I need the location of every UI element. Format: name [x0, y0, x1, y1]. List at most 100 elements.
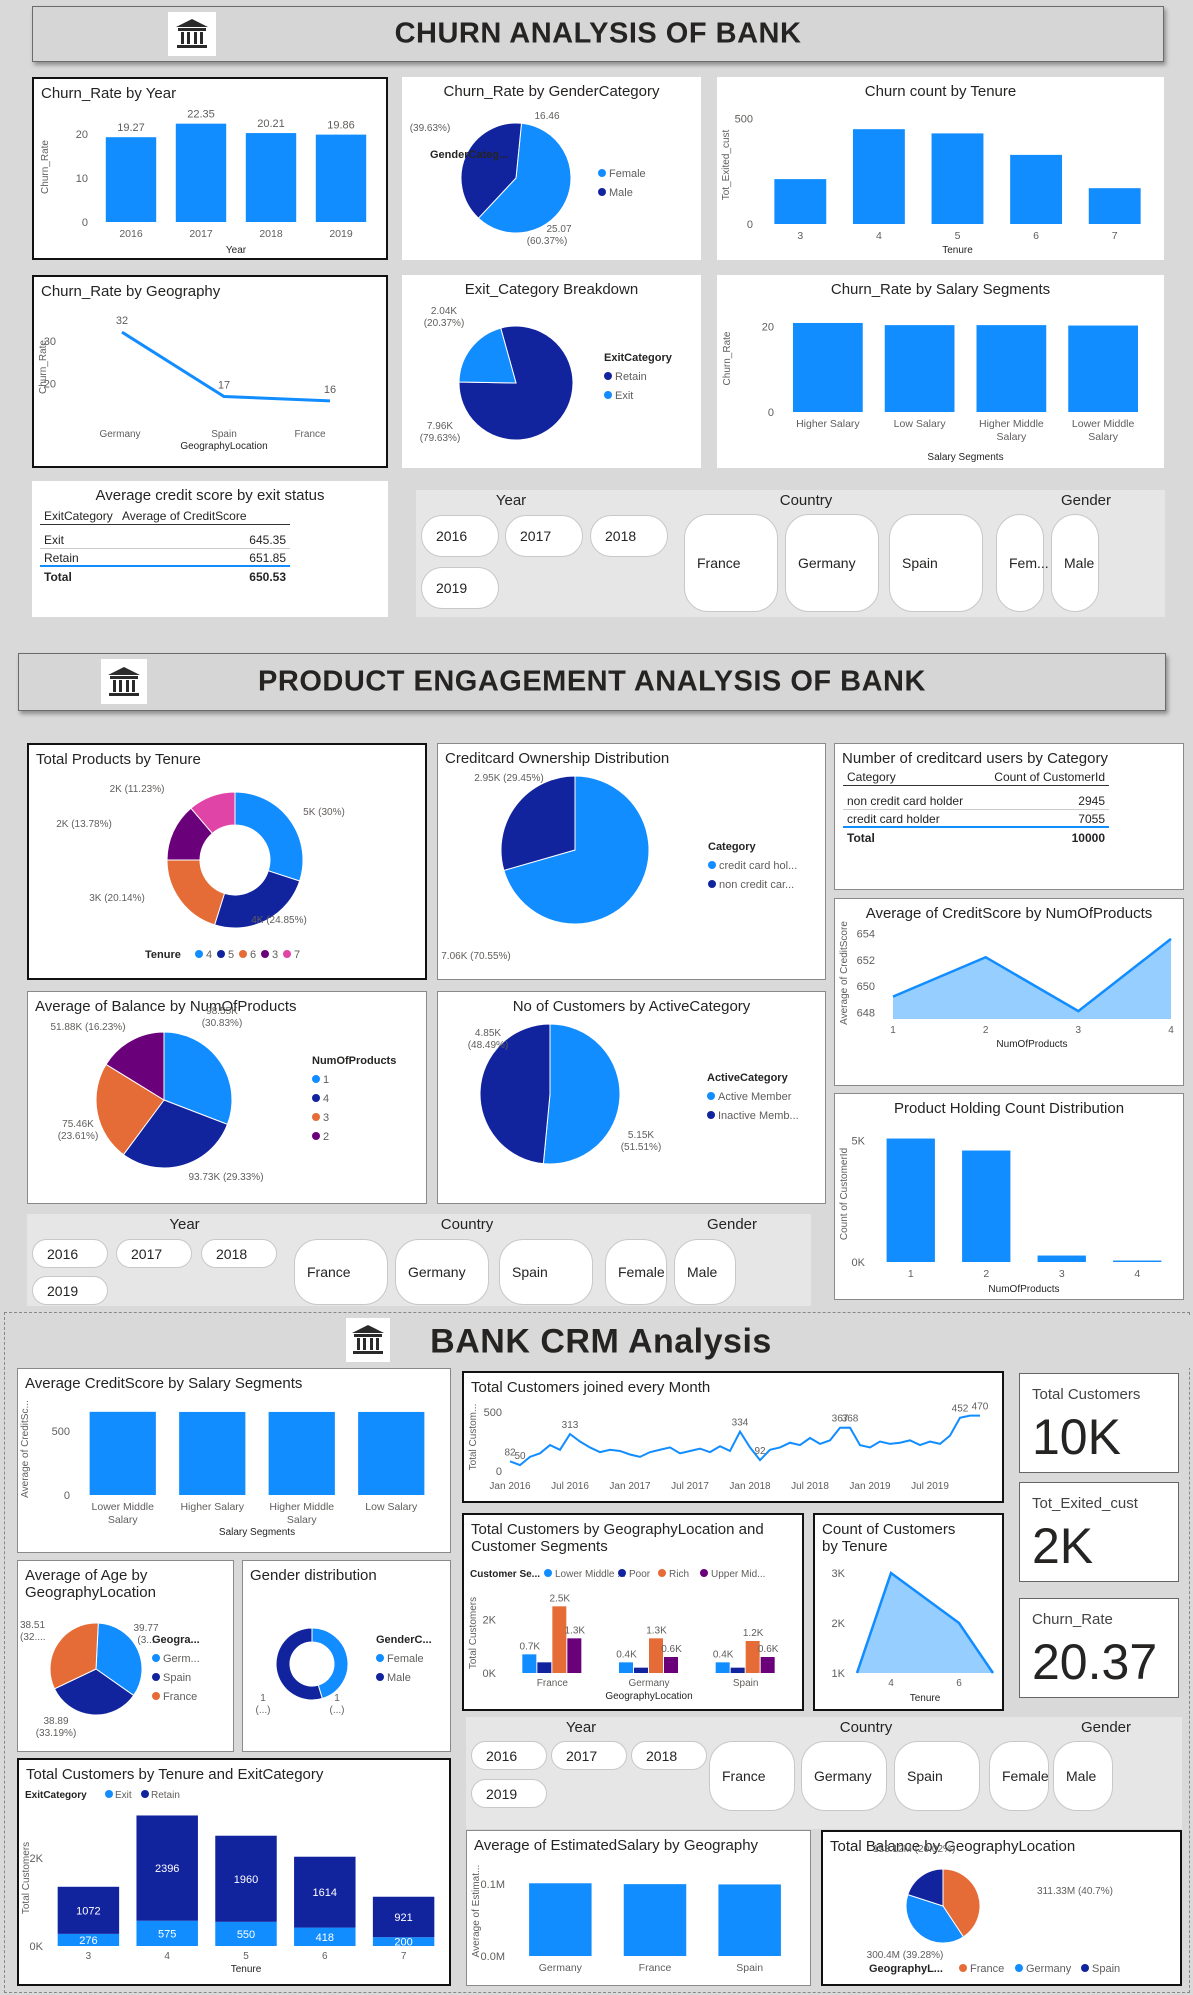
- year-option[interactable]: 2017: [116, 1239, 192, 1268]
- legend-label: 5: [228, 949, 234, 961]
- column-header[interactable]: ExitCategory: [44, 509, 113, 523]
- chart-title: Churn_Rate by Salary Segments: [830, 281, 1051, 298]
- data-label: 368: [842, 1414, 859, 1425]
- chart-estimated-salary: 0.0M 0.1M Germany France Spain Average of Est…: [471, 1865, 781, 1974]
- country-option[interactable]: Spain: [499, 1239, 593, 1305]
- pie-slice: [503, 775, 650, 925]
- axis-title: Salary Segments: [927, 452, 1003, 463]
- chart-title: Exit_Category Breakdown: [464, 281, 639, 298]
- pie-slice: [500, 775, 576, 872]
- country-option[interactable]: Germany: [785, 514, 879, 612]
- legend-marker: [141, 1790, 149, 1798]
- data-label: 1: [260, 1693, 266, 1704]
- card-churn-rate-by-geography[interactable]: Churn_Rate by Geography 20 30 32 17 16 Germany…: [32, 275, 388, 468]
- y-tick-label: 20: [76, 129, 88, 141]
- data-label: 0.7K: [520, 1641, 541, 1652]
- card-total-products-by-tenure[interactable]: Total Products by Tenure 5K (30%) 4K (24.8…: [27, 743, 427, 980]
- data-label: 38.51: [20, 1620, 45, 1631]
- section-banner-product: PRODUCT ENGAGEMENT ANALYSIS OF BANK: [18, 653, 1166, 711]
- year-option[interactable]: 2018: [201, 1239, 277, 1268]
- gender-option[interactable]: Female: [605, 1239, 667, 1305]
- gender-option[interactable]: Male: [1053, 1741, 1113, 1811]
- country-option[interactable]: Germany: [801, 1741, 887, 1811]
- x-tick-label: 2: [983, 1025, 989, 1036]
- year-option[interactable]: 2016: [32, 1239, 108, 1268]
- data-label: 2K (13.78%): [56, 819, 112, 830]
- legend-marker: [217, 950, 225, 958]
- year-option[interactable]: 2018: [631, 1741, 707, 1770]
- x-tick-label: 5: [243, 1951, 249, 1962]
- legend-title: ActiveCategory: [707, 1072, 789, 1084]
- country-option[interactable]: France: [709, 1741, 795, 1811]
- card-creditcard-ownership[interactable]: Creditcard Ownership Distribution 7.06K (…: [437, 743, 826, 980]
- data-label: 4K (24.85%): [251, 915, 307, 926]
- data-label: (23.61%): [58, 1131, 99, 1142]
- legend-marker: [195, 950, 203, 958]
- column-header[interactable]: Average of CreditScore: [122, 509, 247, 523]
- bar: [976, 325, 1047, 412]
- bar: [774, 179, 827, 224]
- card-avg-creditscore-by-salary[interactable]: Average CreditScore by Salary Segments 0 5…: [17, 1368, 451, 1553]
- year-slicer-title: Year: [495, 492, 527, 509]
- year-option[interactable]: 2019: [471, 1779, 547, 1808]
- data-label: (48.49%): [468, 1040, 509, 1051]
- card-churn-rate-by-salary[interactable]: Churn_Rate by Salary Segments 0 20 Higher S…: [717, 275, 1164, 468]
- gender-option[interactable]: Male: [674, 1239, 736, 1305]
- card-customers-by-active[interactable]: No of Customers by ActiveCategory 5.15K (5…: [437, 991, 826, 1204]
- y-tick-label: 2K: [30, 1853, 44, 1865]
- card-count-by-tenure[interactable]: Count of Customers by Tenure 1K 2K 3K 4 6 Tenu…: [813, 1513, 1004, 1711]
- card-avg-credit-by-exit[interactable]: Average credit score by exit status Exit…: [32, 481, 388, 617]
- country-option[interactable]: Spain: [894, 1741, 980, 1811]
- chart-title: Average CreditScore by Salary Segments: [25, 1375, 303, 1392]
- card-customers-joined-monthly[interactable]: Total Customers joined every Month 0 500 82…: [462, 1371, 1004, 1503]
- x-tick-label: Jan 2017: [609, 1481, 651, 1492]
- section-title: BANK CRM Analysis: [430, 1322, 772, 1361]
- card-churn-count-by-tenure[interactable]: Churn count by Tenure 0 500 3 4 5 6 7 Tenure Tot_…: [717, 77, 1164, 260]
- card-gender-distribution[interactable]: Gender distribution 1 (...) 1 (...) GenderC..…: [242, 1560, 451, 1752]
- x-tick-label: 4: [888, 1678, 894, 1689]
- year-option[interactable]: 2019: [32, 1276, 108, 1305]
- bar: [179, 1411, 246, 1495]
- card-creditcard-users[interactable]: Number of creditcard users by Category C…: [834, 743, 1184, 890]
- x-tick-label: 5: [955, 230, 961, 242]
- bar: [175, 123, 227, 222]
- data-label: 92: [754, 1446, 766, 1457]
- data-label: 300.4M (39.28%): [867, 1950, 944, 1961]
- data-label: (...): [330, 1705, 345, 1716]
- year-option[interactable]: 2016: [421, 515, 499, 557]
- y-tick-label: 20: [44, 379, 56, 391]
- card-customers-by-geo-segment[interactable]: Total Customers by GeographyLocation and…: [462, 1513, 804, 1711]
- country-option[interactable]: Germany: [395, 1239, 489, 1305]
- legend-label: 7: [294, 949, 300, 961]
- card-balance-by-geography[interactable]: Total Balance by GeographyLocation 311.33…: [821, 1830, 1182, 1986]
- card-churn-rate-by-year[interactable]: Churn_Rate by Year 0 10 20 19.27 2016 22.35 201…: [32, 77, 388, 260]
- bar: [962, 1150, 1011, 1262]
- y-tick-label: 20: [762, 321, 774, 333]
- card-exit-category-breakdown[interactable]: Exit_Category Breakdown 7.96K (79.63%) 2.04…: [402, 275, 701, 468]
- year-option[interactable]: 2017: [551, 1741, 627, 1770]
- card-age-by-geography[interactable]: Average of Age by GeographyLocation 39.77…: [17, 1560, 234, 1752]
- year-option[interactable]: 2018: [590, 515, 668, 557]
- country-option[interactable]: France: [294, 1239, 388, 1305]
- table-title: Number of creditcard users by Category: [842, 750, 1108, 767]
- gender-option[interactable]: Female: [989, 1741, 1049, 1811]
- country-option[interactable]: France: [684, 514, 778, 612]
- card-churn-rate-by-gender[interactable]: Churn_Rate by GenderCategory 25.07 (60.37%…: [402, 77, 701, 260]
- year-option[interactable]: 2016: [471, 1741, 547, 1770]
- x-tick-label: Low Salary: [894, 418, 947, 430]
- legend-marker: [598, 169, 606, 177]
- column-header[interactable]: Count of CustomerId: [994, 770, 1105, 784]
- card-estimated-salary[interactable]: Average of EstimatedSalary by Geography 0…: [466, 1830, 811, 1986]
- card-product-holding[interactable]: Product Holding Count Distribution 0K 5K 1 2…: [834, 1093, 1184, 1300]
- year-option[interactable]: 2019: [421, 567, 499, 609]
- year-option[interactable]: 2017: [505, 515, 583, 557]
- country-option[interactable]: Spain: [889, 514, 983, 612]
- card-avg-creditscore-by-products[interactable]: Average of CreditScore by NumOfProducts 6…: [834, 898, 1184, 1086]
- gender-option[interactable]: Fem...: [996, 514, 1049, 612]
- card-customers-by-tenure-exit[interactable]: Total Customers by Tenure and ExitCatego…: [17, 1758, 451, 1986]
- data-label: 921: [394, 1912, 412, 1924]
- card-avg-balance-by-products[interactable]: Average of Balance by NumOfProducts 98.55…: [27, 991, 427, 1204]
- column-header[interactable]: Category: [847, 770, 896, 784]
- creditcard-users-table: Category Count of CustomerId non credit c…: [843, 768, 1109, 868]
- gender-option[interactable]: Male: [1051, 514, 1099, 612]
